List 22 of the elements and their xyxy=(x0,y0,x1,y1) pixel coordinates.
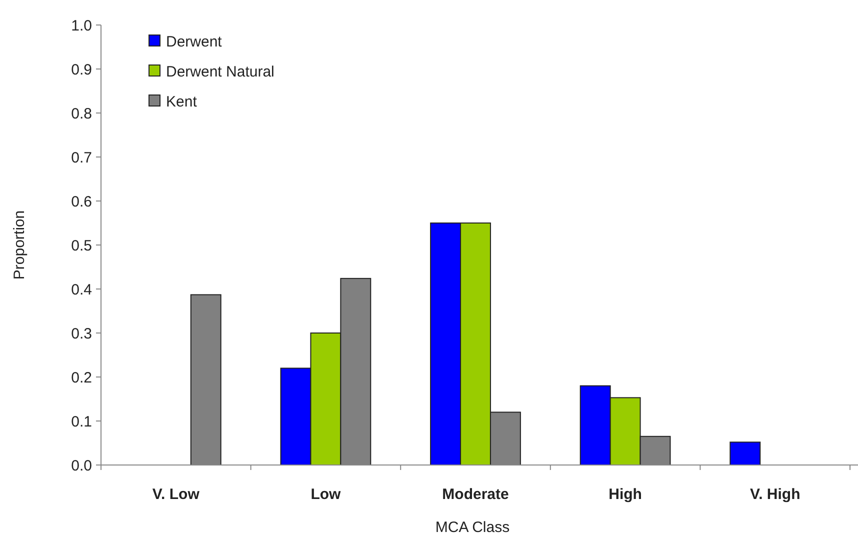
y-tick-label: 0.0 xyxy=(71,457,92,474)
x-tick-label: V. Low xyxy=(152,486,200,503)
y-tick-label: 0.6 xyxy=(71,193,92,210)
bar xyxy=(730,442,761,466)
y-tick-label: 0.4 xyxy=(71,281,92,298)
y-tick-label: 0.8 xyxy=(71,105,92,122)
y-axis-title: Proportion xyxy=(11,210,28,280)
y-tick-label: 1.0 xyxy=(71,17,92,34)
legend-label: Derwent Natural xyxy=(166,63,274,80)
y-tick-label: 0.9 xyxy=(71,61,92,78)
x-tick-label: High xyxy=(608,486,642,503)
y-tick-label: 0.1 xyxy=(71,413,92,430)
x-axis-title: MCA Class xyxy=(435,519,510,536)
x-tick-label: Low xyxy=(310,486,342,503)
legend-label: Derwent xyxy=(166,33,223,50)
y-tick-label: 0.3 xyxy=(71,325,92,342)
y-tick-label: 0.2 xyxy=(71,369,92,386)
legend-label: Kent xyxy=(166,93,198,110)
y-tick-label: 0.7 xyxy=(71,149,92,166)
x-tick-label: V. High xyxy=(750,486,800,503)
x-tick-label: Moderate xyxy=(442,486,509,503)
y-tick-label: 0.5 xyxy=(71,237,92,254)
